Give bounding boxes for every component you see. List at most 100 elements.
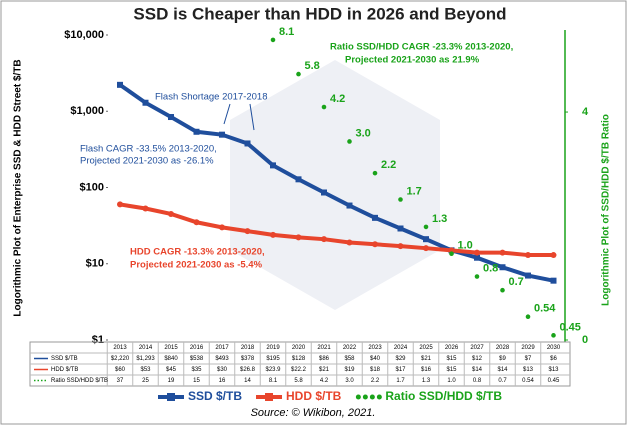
table-cell: $22.2 <box>291 367 307 373</box>
ratio-dot <box>474 274 480 279</box>
table-cell: $1,293 <box>136 356 155 362</box>
table-cell: 16 <box>219 378 226 384</box>
ratio-dot <box>449 251 454 257</box>
ratio-dot <box>423 224 429 230</box>
data-label: 8.1 <box>279 26 294 38</box>
x-tick-label: 2014 <box>139 345 153 351</box>
annotation: Flash Shortage 2017-2018 <box>155 92 268 103</box>
ratio-dot <box>398 197 403 202</box>
table-cell: $53 <box>140 367 151 373</box>
marker <box>168 210 174 217</box>
table-cell: 0.8 <box>473 378 482 384</box>
x-tick-label: 2019 <box>266 345 280 351</box>
ratio-dot <box>347 139 352 144</box>
marker <box>219 224 225 231</box>
table-cell: $538 <box>190 356 204 362</box>
table-cell: $15 <box>446 356 457 362</box>
watermark <box>230 60 440 310</box>
x-tick-label: 2030 <box>547 345 561 351</box>
source: Source: © Wikibon, 2021. <box>251 407 376 419</box>
table-cell: $14 <box>497 367 508 373</box>
legend-key <box>355 394 361 400</box>
legend-key <box>167 393 175 401</box>
ratio-dot <box>372 170 378 176</box>
x-tick-label: 2025 <box>419 345 433 351</box>
table-cell: $17 <box>395 367 406 373</box>
y-axis-label: Logorithmic Plot of Enterprise SSD & HDD… <box>13 59 24 316</box>
marker <box>397 243 404 250</box>
table-cell: $45 <box>166 367 177 373</box>
ratio-dot <box>270 37 276 43</box>
x-tick-label: 2023 <box>368 345 382 351</box>
table-cell: $19 <box>344 367 355 373</box>
marker <box>270 162 276 169</box>
marker <box>525 272 531 279</box>
annotation: Flash CAGR -33.5% 2013-2020, <box>80 144 217 155</box>
table-cell: $378 <box>241 356 255 362</box>
legend-label: SSD $/TB <box>188 389 242 403</box>
marker <box>346 202 353 209</box>
marker <box>525 252 531 259</box>
table-cell: 0.54 <box>522 378 534 384</box>
table-cell: $35 <box>191 367 202 373</box>
marker <box>474 254 480 261</box>
marker <box>142 99 149 106</box>
marker <box>550 277 557 284</box>
legend-key <box>265 393 274 401</box>
table-cell: 14 <box>244 378 251 384</box>
series-line <box>119 202 554 258</box>
annotation: Projected 2021-2030 as -5.4% <box>130 260 263 271</box>
marker <box>423 245 429 252</box>
table-cell: 1.3 <box>422 378 431 384</box>
marker <box>219 131 225 138</box>
data-label: 4.2 <box>330 93 345 105</box>
x-tick-label: 2024 <box>394 345 408 351</box>
marker <box>321 236 327 243</box>
table-cell: $18 <box>370 367 381 373</box>
x-tick-label: 2027 <box>470 345 484 351</box>
table-cell: $21 <box>421 356 432 362</box>
ratio-dot <box>525 314 531 320</box>
marker <box>244 140 251 147</box>
ratio-dot <box>500 287 505 293</box>
table-cell: 5.8 <box>294 378 303 384</box>
table-cell: 25 <box>142 378 149 384</box>
legend-label: HDD $/TB <box>286 389 342 403</box>
annotation: Ratio SSD/HDD CAGR -23.3% 2013-2020, <box>330 42 513 53</box>
marker <box>550 252 557 259</box>
marker <box>499 249 506 256</box>
marker <box>474 249 480 256</box>
marker <box>448 247 455 254</box>
table-cell: $840 <box>164 356 178 362</box>
table-cell: 0.7 <box>498 378 507 384</box>
legend-key <box>369 394 375 400</box>
x-tick-label: 2022 <box>343 345 357 351</box>
arrow <box>223 103 255 131</box>
data-label: 1.7 <box>407 185 422 197</box>
table-cell: 8.1 <box>269 378 278 384</box>
marker <box>142 205 149 212</box>
annotation: Projected 2021-2030 as -26.1% <box>80 156 214 167</box>
data-label: 1.0 <box>458 240 473 252</box>
table-cell: $13 <box>548 367 559 373</box>
table-cell: $6 <box>550 356 557 362</box>
x-tick-label: 2016 <box>190 345 204 351</box>
x-tick-label: 2018 <box>241 345 255 351</box>
table-cell: $195 <box>266 356 280 362</box>
y-tick-label: $100 <box>80 181 104 193</box>
legend-key <box>362 394 368 400</box>
x-tick-label: 2028 <box>496 345 510 351</box>
table-cell: $21 <box>319 367 330 373</box>
table-cell: $14 <box>472 367 483 373</box>
x-tick-label: 2021 <box>317 345 331 351</box>
marker <box>423 236 429 243</box>
table-cell: $16 <box>421 367 432 373</box>
table-cell: $30 <box>217 367 228 373</box>
marker <box>117 81 123 88</box>
table-cell: $86 <box>319 356 330 362</box>
table-cell: $29 <box>395 356 406 362</box>
data-label: 2.2 <box>381 159 396 171</box>
table-cell: $58 <box>344 356 355 362</box>
y-tick-label: $10,000 <box>64 29 104 41</box>
